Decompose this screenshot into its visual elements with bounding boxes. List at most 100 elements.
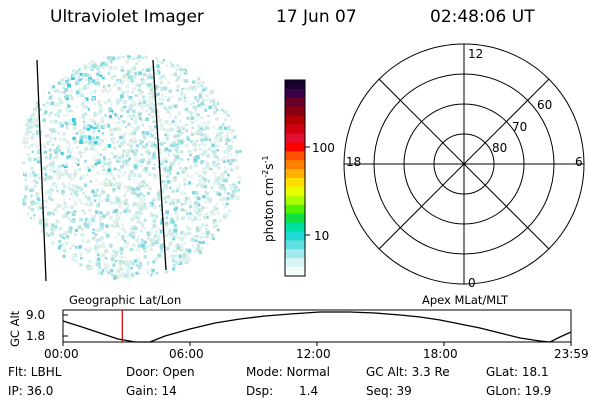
emission-dot [23, 136, 26, 140]
emission-dot [213, 225, 217, 229]
emission-dot [38, 150, 42, 154]
emission-dot [141, 131, 145, 135]
emission-dot [153, 258, 157, 262]
emission-dot [171, 233, 174, 236]
emission-dot [129, 232, 132, 235]
emission-dot [135, 149, 139, 153]
emission-dot [48, 139, 52, 144]
emission-dot [179, 248, 183, 252]
emission-dot [122, 150, 125, 154]
emission-dot [172, 105, 175, 108]
emission-dot [129, 143, 133, 147]
info-dsp-value: 1.4 [299, 384, 319, 398]
emission-dot [206, 148, 209, 152]
colorbar-block [285, 80, 305, 90]
emission-dot [163, 186, 167, 190]
emission-dot [59, 100, 64, 105]
emission-dot [117, 255, 121, 259]
emission-dot [216, 167, 219, 170]
emission-dot [138, 187, 142, 191]
emission-dot [175, 69, 178, 72]
emission-dot [138, 139, 142, 143]
emission-dot [117, 186, 121, 190]
emission-dot [112, 130, 116, 133]
emission-dot [139, 212, 143, 215]
emission-dot [116, 97, 119, 100]
emission-dot [181, 216, 185, 220]
emission-dot [196, 84, 201, 88]
emission-dot [92, 155, 96, 159]
emission-dot [116, 156, 119, 159]
emission-dot [62, 132, 66, 136]
emission-dot [215, 191, 220, 196]
emission-dot [163, 141, 167, 145]
emission-dot [151, 141, 154, 145]
emission-dot [210, 237, 213, 240]
emission-dot [31, 150, 34, 153]
emission-dot [193, 249, 197, 253]
emission-dot [123, 190, 128, 195]
emission-dot [101, 200, 104, 203]
emission-dot [168, 89, 172, 93]
emission-dot [173, 176, 177, 180]
emission-dot [150, 128, 155, 132]
emission-dot [116, 198, 120, 202]
emission-dot [137, 182, 141, 186]
emission-dot [115, 251, 118, 254]
emission-dot [221, 131, 224, 135]
emission-dot [158, 128, 161, 131]
emission-dot [150, 134, 154, 138]
emission-dots [22, 55, 242, 281]
emission-dot [122, 140, 126, 144]
emission-dot [172, 264, 176, 268]
emission-dot [55, 186, 58, 189]
emission-dot [86, 239, 90, 243]
emission-dot [93, 191, 97, 196]
emission-dot [77, 225, 82, 229]
emission-dot [136, 247, 140, 252]
emission-dot [51, 184, 54, 187]
emission-dot [163, 196, 166, 199]
emission-dot [125, 246, 128, 248]
emission-dot [183, 178, 187, 182]
emission-dot [100, 236, 105, 240]
emission-dot [27, 152, 31, 157]
emission-dot [163, 167, 167, 170]
emission-dot [138, 84, 141, 87]
info-gc-alt: GC Alt: 3.3 Re [366, 365, 450, 379]
emission-dot [72, 122, 75, 125]
emission-dot [196, 200, 200, 204]
emission-dot [96, 229, 100, 233]
emission-dot [131, 125, 135, 129]
emission-dot [223, 126, 228, 130]
emission-dot [113, 146, 117, 150]
emission-dot [68, 226, 73, 230]
emission-dot [79, 175, 82, 178]
emission-dot [187, 158, 190, 161]
emission-dot [212, 236, 215, 239]
emission-dot [133, 152, 137, 156]
emission-dot [187, 138, 190, 141]
emission-dot [101, 132, 105, 135]
emission-dot [166, 150, 171, 155]
emission-dot [230, 186, 235, 191]
emission-dot [53, 229, 57, 232]
emission-dot [139, 105, 143, 109]
emission-dot [116, 159, 119, 163]
emission-dot [130, 98, 134, 101]
emission-dot [185, 123, 188, 127]
emission-dot [152, 260, 155, 264]
emission-dot [168, 242, 173, 246]
emission-dot [71, 76, 75, 80]
emission-dot [216, 211, 220, 215]
emission-dot [179, 166, 182, 169]
emission-dot [176, 143, 180, 146]
emission-dot [113, 179, 116, 182]
emission-dot [119, 135, 123, 140]
emission-dot [57, 144, 61, 148]
emission-dot [81, 77, 84, 80]
emission-dot [72, 136, 76, 141]
emission-dot [167, 81, 170, 85]
emission-dot [61, 233, 65, 237]
emission-dot [176, 246, 180, 250]
